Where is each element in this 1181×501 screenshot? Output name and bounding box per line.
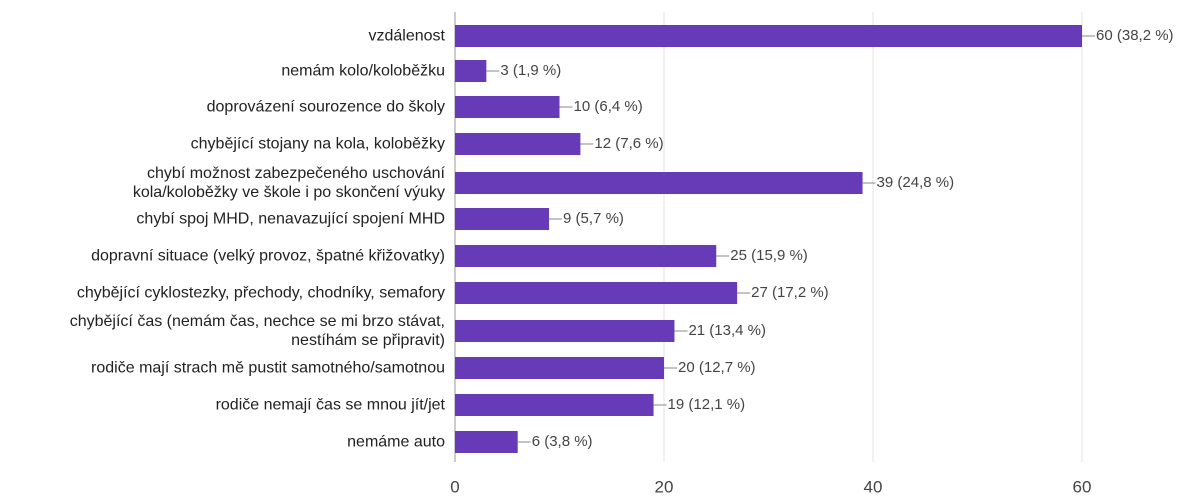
category-label: nemáme auto bbox=[347, 433, 445, 451]
x-tick-label: 20 bbox=[655, 477, 674, 496]
value-label: 10 (6,4 %) bbox=[574, 98, 643, 115]
category-label: rodiče mají strach mě pustit samotného/s… bbox=[91, 359, 445, 377]
category-label: chybějící cyklostezky, přechody, chodník… bbox=[76, 284, 445, 302]
x-tick-label: 40 bbox=[864, 477, 883, 496]
value-label: 21 (13,4 %) bbox=[688, 322, 766, 339]
value-label: 20 (12,7 %) bbox=[678, 359, 756, 376]
category-label: chybějící čas (nemám čas, nechce se mi b… bbox=[69, 313, 445, 349]
bar bbox=[455, 431, 518, 453]
x-tick-label: 0 bbox=[450, 477, 459, 496]
bar bbox=[455, 133, 581, 155]
value-label: 9 (5,7 %) bbox=[563, 210, 624, 227]
category-label: chybí možnost zabezpečeného uschování ko… bbox=[132, 165, 445, 201]
category-label: vzdálenost bbox=[368, 27, 446, 45]
bar bbox=[455, 172, 863, 194]
bar bbox=[455, 245, 717, 267]
category-label: chybí spoj MHD, nenavazující spojení MHD bbox=[136, 210, 445, 228]
value-label: 12 (7,6 %) bbox=[594, 135, 663, 152]
bar bbox=[455, 60, 487, 82]
category-label: nemám kolo/koloběžku bbox=[281, 62, 445, 80]
bar bbox=[455, 208, 550, 230]
bar bbox=[455, 320, 675, 342]
value-label: 3 (1,9 %) bbox=[500, 62, 561, 79]
value-label: 25 (15,9 %) bbox=[730, 247, 808, 264]
bar bbox=[455, 282, 738, 304]
value-label: 6 (3,8 %) bbox=[532, 433, 593, 450]
x-tick-label: 60 bbox=[1073, 477, 1092, 496]
value-label: 27 (17,2 %) bbox=[751, 284, 829, 301]
category-label: rodiče nemají čas se mnou jít/jet bbox=[215, 396, 445, 414]
bar bbox=[455, 25, 1082, 47]
bar bbox=[455, 394, 654, 416]
value-label: 19 (12,1 %) bbox=[668, 396, 746, 413]
category-label: doprovázení sourozence do školy bbox=[206, 98, 445, 116]
value-label: 60 (38,2 %) bbox=[1096, 27, 1174, 44]
bar bbox=[455, 357, 664, 379]
category-label: dopravní situace (velký provoz, špatné k… bbox=[91, 247, 445, 265]
bar bbox=[455, 96, 560, 118]
category-label: chybějící stojany na kola, koloběžky bbox=[190, 135, 445, 153]
value-label: 39 (24,8 %) bbox=[877, 174, 955, 191]
